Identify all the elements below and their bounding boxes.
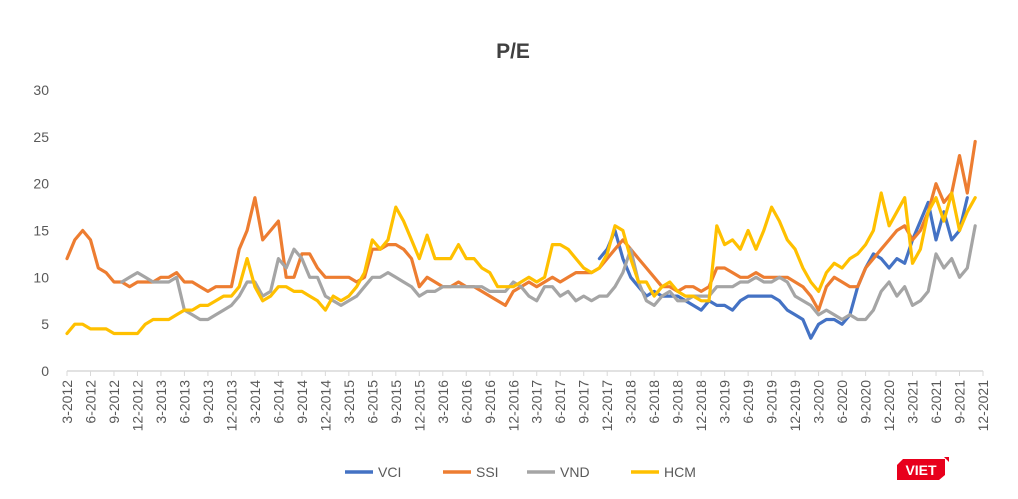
x-tick-label: 3-2013 (153, 380, 169, 424)
x-tick-label: 12-2018 (693, 380, 709, 432)
x-tick-label: 6-2012 (82, 380, 98, 424)
x-tick-label: 9-2013 (200, 380, 216, 424)
x-tick-label: 12-2021 (975, 380, 991, 432)
y-tick-label: 5 (41, 316, 49, 332)
x-tick-label: 9-2015 (388, 380, 404, 424)
legend-label-vci: VCI (378, 464, 401, 480)
x-tick-label: 6-2021 (928, 380, 944, 424)
x-tick-label: 6-2020 (834, 380, 850, 424)
series-line-vci (597, 196, 969, 340)
y-tick-label: 20 (33, 176, 49, 192)
x-tick-label: 9-2018 (670, 380, 686, 424)
x-tick-label: 12-2019 (787, 380, 803, 432)
x-tick-label: 3-2018 (623, 380, 639, 424)
x-tick-label: 3-2019 (717, 380, 733, 424)
x-tick-label: 3-2015 (341, 380, 357, 424)
x-tick-label: 6-2015 (364, 380, 380, 424)
x-tick-label: 12-2014 (317, 380, 333, 432)
x-tick-label: 12-2015 (411, 380, 427, 432)
y-tick-label: 30 (33, 82, 49, 98)
x-tick-label: 6-2018 (646, 380, 662, 424)
x-tick-label: 9-2012 (106, 380, 122, 424)
x-tick-label: 12-2012 (129, 380, 145, 432)
y-tick-label: 0 (41, 363, 49, 379)
x-tick-label: 9-2020 (858, 380, 874, 424)
x-tick-label: 6-2017 (552, 380, 568, 424)
x-tick-label: 9-2016 (482, 380, 498, 424)
series-line-ssi (65, 139, 977, 312)
x-tick-label: 3-2020 (811, 380, 827, 424)
x-tick-label: 6-2019 (740, 380, 756, 424)
x-tick-label: 12-2013 (223, 380, 239, 432)
x-tick-label: 12-2016 (505, 380, 521, 432)
x-tick-label: 3-2021 (905, 380, 921, 424)
y-tick-label: 10 (33, 269, 49, 285)
legend-label-vnd: VND (560, 464, 590, 480)
x-tick-label: 3-2014 (247, 380, 263, 424)
viet-logo: VIET (897, 457, 949, 480)
series-line-hcm (65, 191, 977, 336)
x-tick-label: 9-2021 (952, 380, 968, 424)
x-tick-label: 9-2019 (764, 380, 780, 424)
x-tick-label: 12-2017 (599, 380, 615, 432)
x-tick-label: 6-2014 (270, 380, 286, 424)
x-tick-label: 6-2016 (458, 380, 474, 424)
chart-title: P/E (496, 40, 530, 63)
svg-text:VIET: VIET (905, 462, 937, 478)
x-tick-label: 3-2017 (529, 380, 545, 424)
legend-label-ssi: SSI (476, 464, 499, 480)
x-tick-label: 9-2017 (576, 380, 592, 424)
series-line-vnd (120, 224, 977, 322)
legend-label-hcm: HCM (664, 464, 696, 480)
x-tick-label: 3-2012 (59, 380, 75, 424)
y-tick-label: 15 (33, 223, 49, 239)
x-tick-label: 3-2016 (435, 380, 451, 424)
x-tick-label: 12-2020 (881, 380, 897, 432)
x-tick-label: 6-2013 (176, 380, 192, 424)
x-tick-label: 9-2014 (294, 380, 310, 424)
y-tick-label: 25 (33, 129, 49, 145)
